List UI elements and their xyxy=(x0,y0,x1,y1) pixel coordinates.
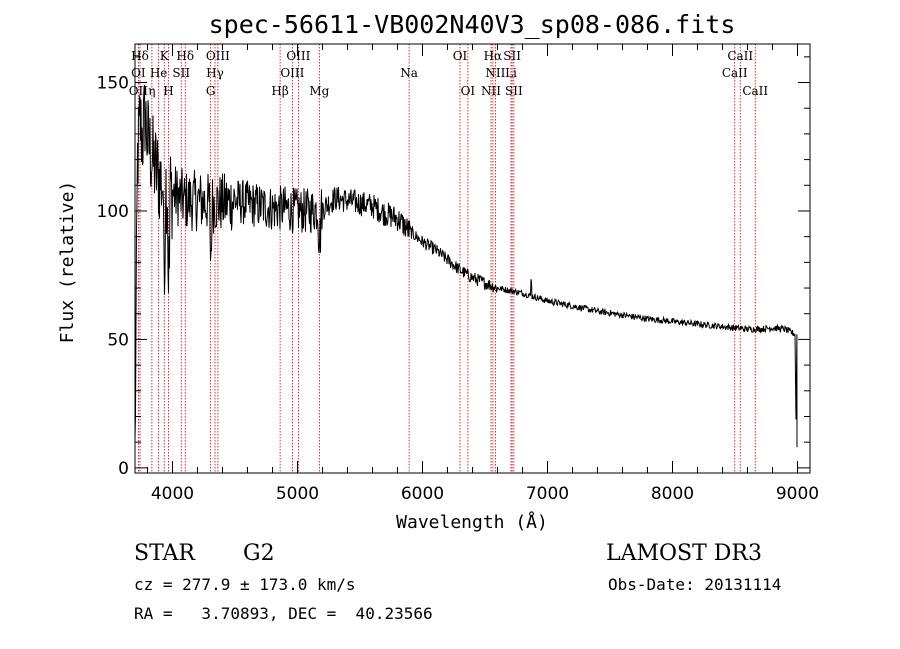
x-axis-label: Wavelength (Å) xyxy=(396,511,548,533)
spectral-line-label: SII xyxy=(503,49,521,63)
y-tick-label: 100 xyxy=(97,202,129,222)
axis-tick-labels: 4000 5000 6000 7000 8000 9000 0 50 100 150 xyxy=(97,74,820,504)
y-tick-label: 0 xyxy=(118,459,129,479)
axis-ticks xyxy=(135,44,810,473)
plot-frame xyxy=(134,43,811,474)
spectral-line-label: OI xyxy=(461,84,476,98)
spectral-line-label: Hδ xyxy=(176,49,194,63)
x-tick-label: 9000 xyxy=(776,484,819,504)
spectral-line-label: CaII xyxy=(722,66,748,80)
spectral-line-label: OII xyxy=(129,84,149,98)
spectral-line-label: SII xyxy=(505,84,523,98)
spectral-line-label: Hβ xyxy=(271,84,288,98)
spectral-line-label: Mg xyxy=(309,84,329,98)
spectral-line-label: NII xyxy=(481,84,501,98)
x-tick-label: 4000 xyxy=(151,484,194,504)
chart-title: spec-56611-VB002N40V3_sp08-086.fits xyxy=(209,10,736,39)
spectral-line-label: NII xyxy=(485,66,505,80)
spectral-line-label: G xyxy=(206,84,216,98)
spectral-line-label: CaII xyxy=(727,49,753,63)
object-subclass: G2 xyxy=(243,541,275,566)
spectral-line-label: OI xyxy=(131,66,146,80)
spectral-line-label: OIII xyxy=(286,49,310,63)
y-tick-label: 50 xyxy=(107,330,129,350)
y-axis-label: Flux (relative) xyxy=(57,181,78,344)
spectral-line-label: Hγ xyxy=(206,66,224,80)
spectral-line-label: H xyxy=(163,84,173,98)
spectral-line-label: SII xyxy=(172,66,190,80)
spectral-line-label: CaII xyxy=(742,84,768,98)
spectral-line-label: OIII xyxy=(280,66,304,80)
survey-name: LAMOST DR3 xyxy=(606,541,762,566)
spectral-line-label: He xyxy=(150,66,168,80)
x-tick-label: 6000 xyxy=(401,484,444,504)
x-tick-label: 8000 xyxy=(651,484,694,504)
spectral-line-label: Hα xyxy=(484,49,503,63)
spectral-line-label: η xyxy=(148,84,155,98)
spectral-line-label: Na xyxy=(400,66,418,80)
x-tick-label: 7000 xyxy=(526,484,569,504)
spectral-line-label: Hδ xyxy=(131,49,149,63)
y-tick-label: 150 xyxy=(97,74,129,94)
spectral-line-label: K xyxy=(160,49,170,63)
coordinates-text: RA = 3.70893, DEC = 40.23566 xyxy=(134,604,433,623)
obs-date-text: Obs-Date: 20131114 xyxy=(608,575,781,594)
spectral-line-label: OI xyxy=(453,49,468,63)
object-class: STAR xyxy=(134,541,196,566)
redshift-text: cz = 277.9 ± 173.0 km/s xyxy=(134,575,356,594)
spectral-line-label: Li xyxy=(505,66,517,80)
x-tick-label: 5000 xyxy=(276,484,319,504)
spectrum-line xyxy=(134,84,798,448)
spectral-line-label: OIII xyxy=(206,49,230,63)
